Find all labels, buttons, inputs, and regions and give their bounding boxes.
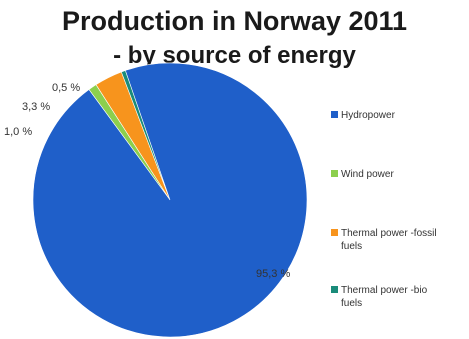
label-hydropower: 95,3 % xyxy=(256,268,290,280)
legend-swatch xyxy=(331,170,338,177)
legend-label: Thermal power -fossil xyxy=(341,228,437,239)
legend-label: Thermal power -bio xyxy=(341,285,428,296)
legend-thermal-fossil: Thermal power -fossil fuels xyxy=(331,228,437,252)
legend-wind-power: Wind power xyxy=(331,169,394,180)
legend-swatch xyxy=(331,229,338,236)
legend-label: fuels xyxy=(341,298,362,309)
legend-hydropower: Hydropower xyxy=(331,110,396,121)
chart-title: Production in Norway 2011 xyxy=(61,6,408,36)
legend-thermal-bio: Thermal power -bio fuels xyxy=(331,285,428,309)
label-thermal-bio: 0,5 % xyxy=(52,82,80,94)
legend-label: fuels xyxy=(341,241,362,252)
label-thermal-fossil: 3,3 % xyxy=(22,101,50,113)
legend-label: Wind power xyxy=(341,169,394,180)
slice-hydropower xyxy=(32,62,308,338)
legend-swatch xyxy=(331,286,338,293)
label-wind-power: 1,0 % xyxy=(4,126,32,138)
legend-label: Hydropower xyxy=(341,110,396,121)
legend-swatch xyxy=(331,111,338,118)
